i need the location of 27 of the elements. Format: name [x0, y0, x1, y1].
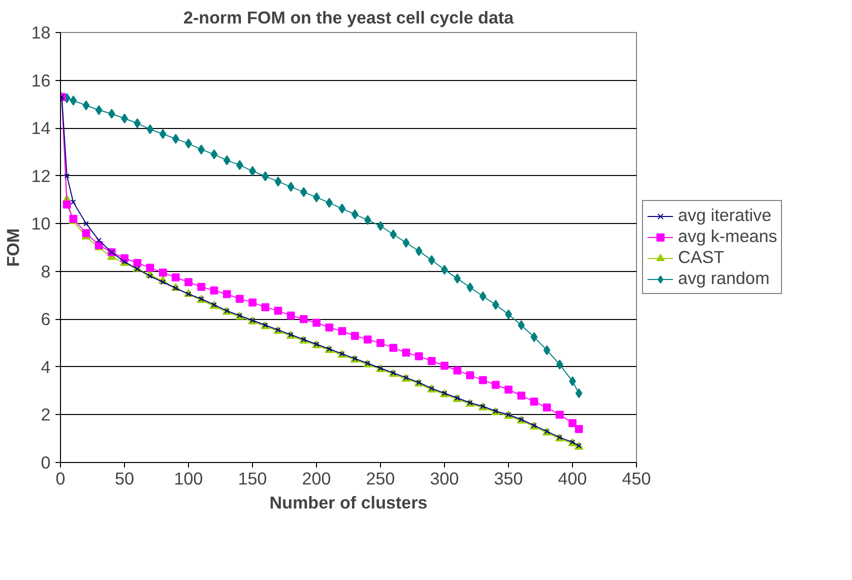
y-tick-label: 18: [31, 22, 51, 42]
chart-title: 2-norm FOM on the yeast cell cycle data: [183, 8, 514, 28]
x-tick-label: 150: [238, 468, 267, 488]
y-axis-title: FOM: [3, 228, 24, 267]
x-tick-label: 200: [302, 468, 331, 488]
y-tick-label: 14: [31, 118, 51, 138]
x-tick-label: 400: [558, 468, 587, 488]
y-tick-label: 10: [31, 214, 51, 234]
y-tick-label: 0: [40, 452, 51, 472]
x-tick-label: 50: [114, 468, 134, 488]
x-tick-label: 350: [494, 468, 523, 488]
y-tick-label: 4: [40, 356, 51, 377]
x-tick-label: 0: [56, 468, 66, 488]
legend-label: avg k-means: [678, 226, 778, 247]
legend-label: avg iterative: [678, 205, 772, 226]
x-axis-title: Number of clusters: [270, 492, 428, 512]
x-tick-label: 300: [430, 468, 459, 488]
y-tick-label: 6: [40, 309, 51, 330]
y-tick-label: 8: [40, 261, 51, 282]
x-tick-label: 100: [174, 468, 203, 488]
x-tick-label: 250: [366, 468, 395, 488]
legend-label: avg random: [678, 268, 770, 289]
x-tick-label: 450: [622, 468, 651, 488]
y-tick-label: 16: [31, 70, 51, 90]
legend-label: CAST: [678, 247, 724, 268]
y-tick-label: 12: [31, 166, 51, 186]
y-tick-label: 2: [40, 404, 51, 425]
